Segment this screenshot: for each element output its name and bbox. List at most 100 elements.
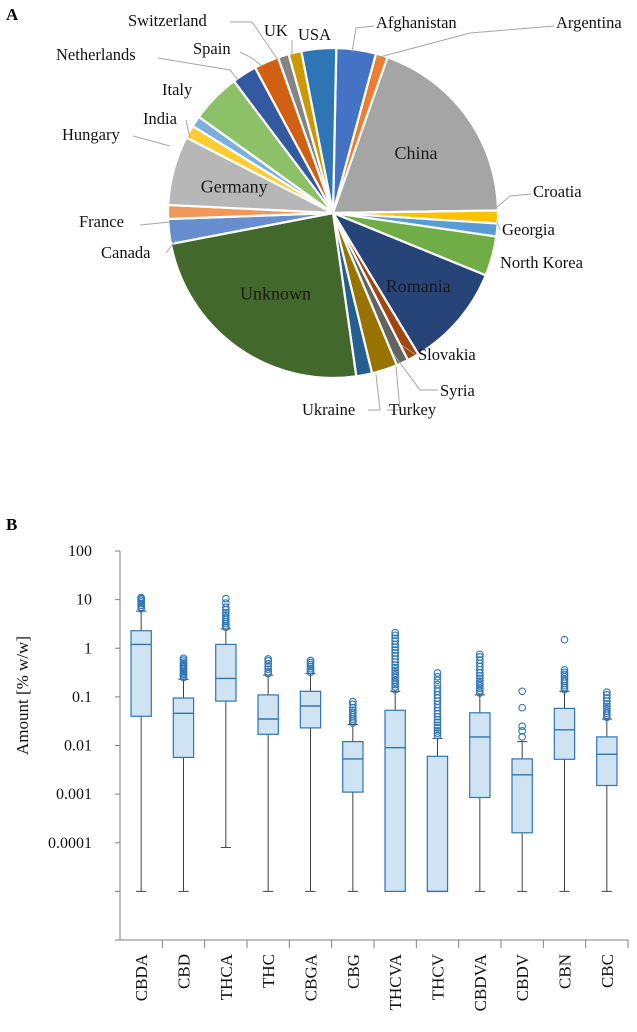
leader-line-syria [391,351,438,391]
box-iqr [384,709,406,892]
box-iqr [299,690,322,729]
outlier-point [518,703,527,712]
pie-slice-usa [300,46,338,214]
outlier-point [391,685,400,694]
x-tick-label-cbdv: CBDV [513,953,532,1001]
y-axis-label: Amount [% w/w] [13,636,32,755]
outlier-point [264,659,273,668]
outlier-point [391,631,400,640]
outlier-point [391,655,400,663]
outlier-point [348,697,357,706]
outlier-point [602,688,611,697]
box-iqr [553,707,576,760]
outlier-point [348,708,357,717]
pie-label-slovakia: Slovakia [418,345,476,364]
x-tick-label-cbd: CBD [175,954,194,989]
box-cbdva [469,650,491,892]
outlier-point [433,715,442,724]
outlier-point [391,649,400,657]
box-thcva [384,628,406,892]
outlier-point [137,593,146,602]
outlier-point [475,686,484,695]
outlier-point [560,668,569,677]
x-tick-label-thc: THC [259,954,278,988]
outlier-point [391,634,400,643]
outlier-point [264,655,273,663]
leader-line-ukraine [368,373,381,411]
outlier-point [221,611,230,619]
leader-line-hungary [132,135,171,147]
box-thca [215,594,237,848]
y-tick-label: 0.0001 [48,835,92,852]
outlier-point [221,603,230,612]
box-thcv [426,669,449,893]
x-tick-label-cbda: CBDA [132,953,151,1001]
leader-line-afghanistan [351,25,375,53]
outlier-point [264,667,273,676]
box-iqr [596,736,618,787]
x-tick-label-cbdva: CBDVA [471,953,490,1011]
leader-line-france [139,221,171,226]
outlier-point [221,608,230,617]
leader-line-spain [239,51,263,67]
outlier-point [179,658,188,666]
box-iqr [130,630,152,717]
leader-line-india [185,119,191,139]
outlier-point [433,676,442,685]
outlier-point [433,669,442,677]
outlier-point [518,722,527,731]
outlier-point [518,733,527,741]
outlier-point [264,662,273,671]
box-cbda [130,593,152,892]
outlier-point [475,656,484,664]
panel-label-a: A [6,5,19,24]
box-cbg [342,697,364,892]
outlier-point [433,709,442,718]
pie-label-netherlands: Netherlands [56,45,136,64]
pie-label-canada: Canada [101,243,151,262]
box-cbn [553,635,576,892]
outlier-point [221,594,230,603]
outlier-point [433,727,442,735]
outlier-point [391,666,400,675]
y-tick-label: 0.01 [64,738,92,755]
x-tick-label-cbc: CBC [598,954,617,988]
outlier-point [602,702,611,711]
box-iqr [172,697,195,759]
panel-label-b: B [6,515,17,534]
pie-label-hungary: Hungary [62,125,120,144]
leader-line-slovakia [399,343,417,356]
outlier-point [433,721,442,730]
outlier-point [391,676,400,685]
pie-label-france: France [79,212,124,231]
outlier-point [433,724,442,732]
outlier-point [221,599,230,607]
outlier-point [602,704,611,713]
x-tick-label-cbg: CBG [344,954,363,989]
outlier-point [518,727,527,735]
outlier-point [518,687,527,696]
pie-label-georgia: Georgia [502,220,556,239]
leader-line-georgia [496,221,501,231]
leader-line-turkey [387,365,401,411]
leader-line-switzerland [230,21,279,61]
outlier-point [433,672,442,681]
outlier-point [391,651,400,660]
outlier-point [391,663,400,672]
y-tick-label: 10 [76,592,92,609]
outlier-point [475,650,484,659]
x-tick-label-cbn: CBN [556,954,575,989]
outlier-point [602,707,611,715]
x-tick-label-thca: THCA [217,953,236,1000]
outlier-point [433,684,442,693]
outlier-point [391,628,400,637]
pie-label-switzerland: Switzerland [128,11,208,30]
outlier-point [306,660,315,669]
outlier-point [433,731,442,740]
pie-slice-unknown [169,211,358,380]
pie-label-uk: UK [264,21,288,40]
box-iqr [511,758,533,834]
outlier-point [306,658,315,667]
x-tick-label-thcva: THCVA [386,953,405,1010]
outlier-point [391,646,400,654]
